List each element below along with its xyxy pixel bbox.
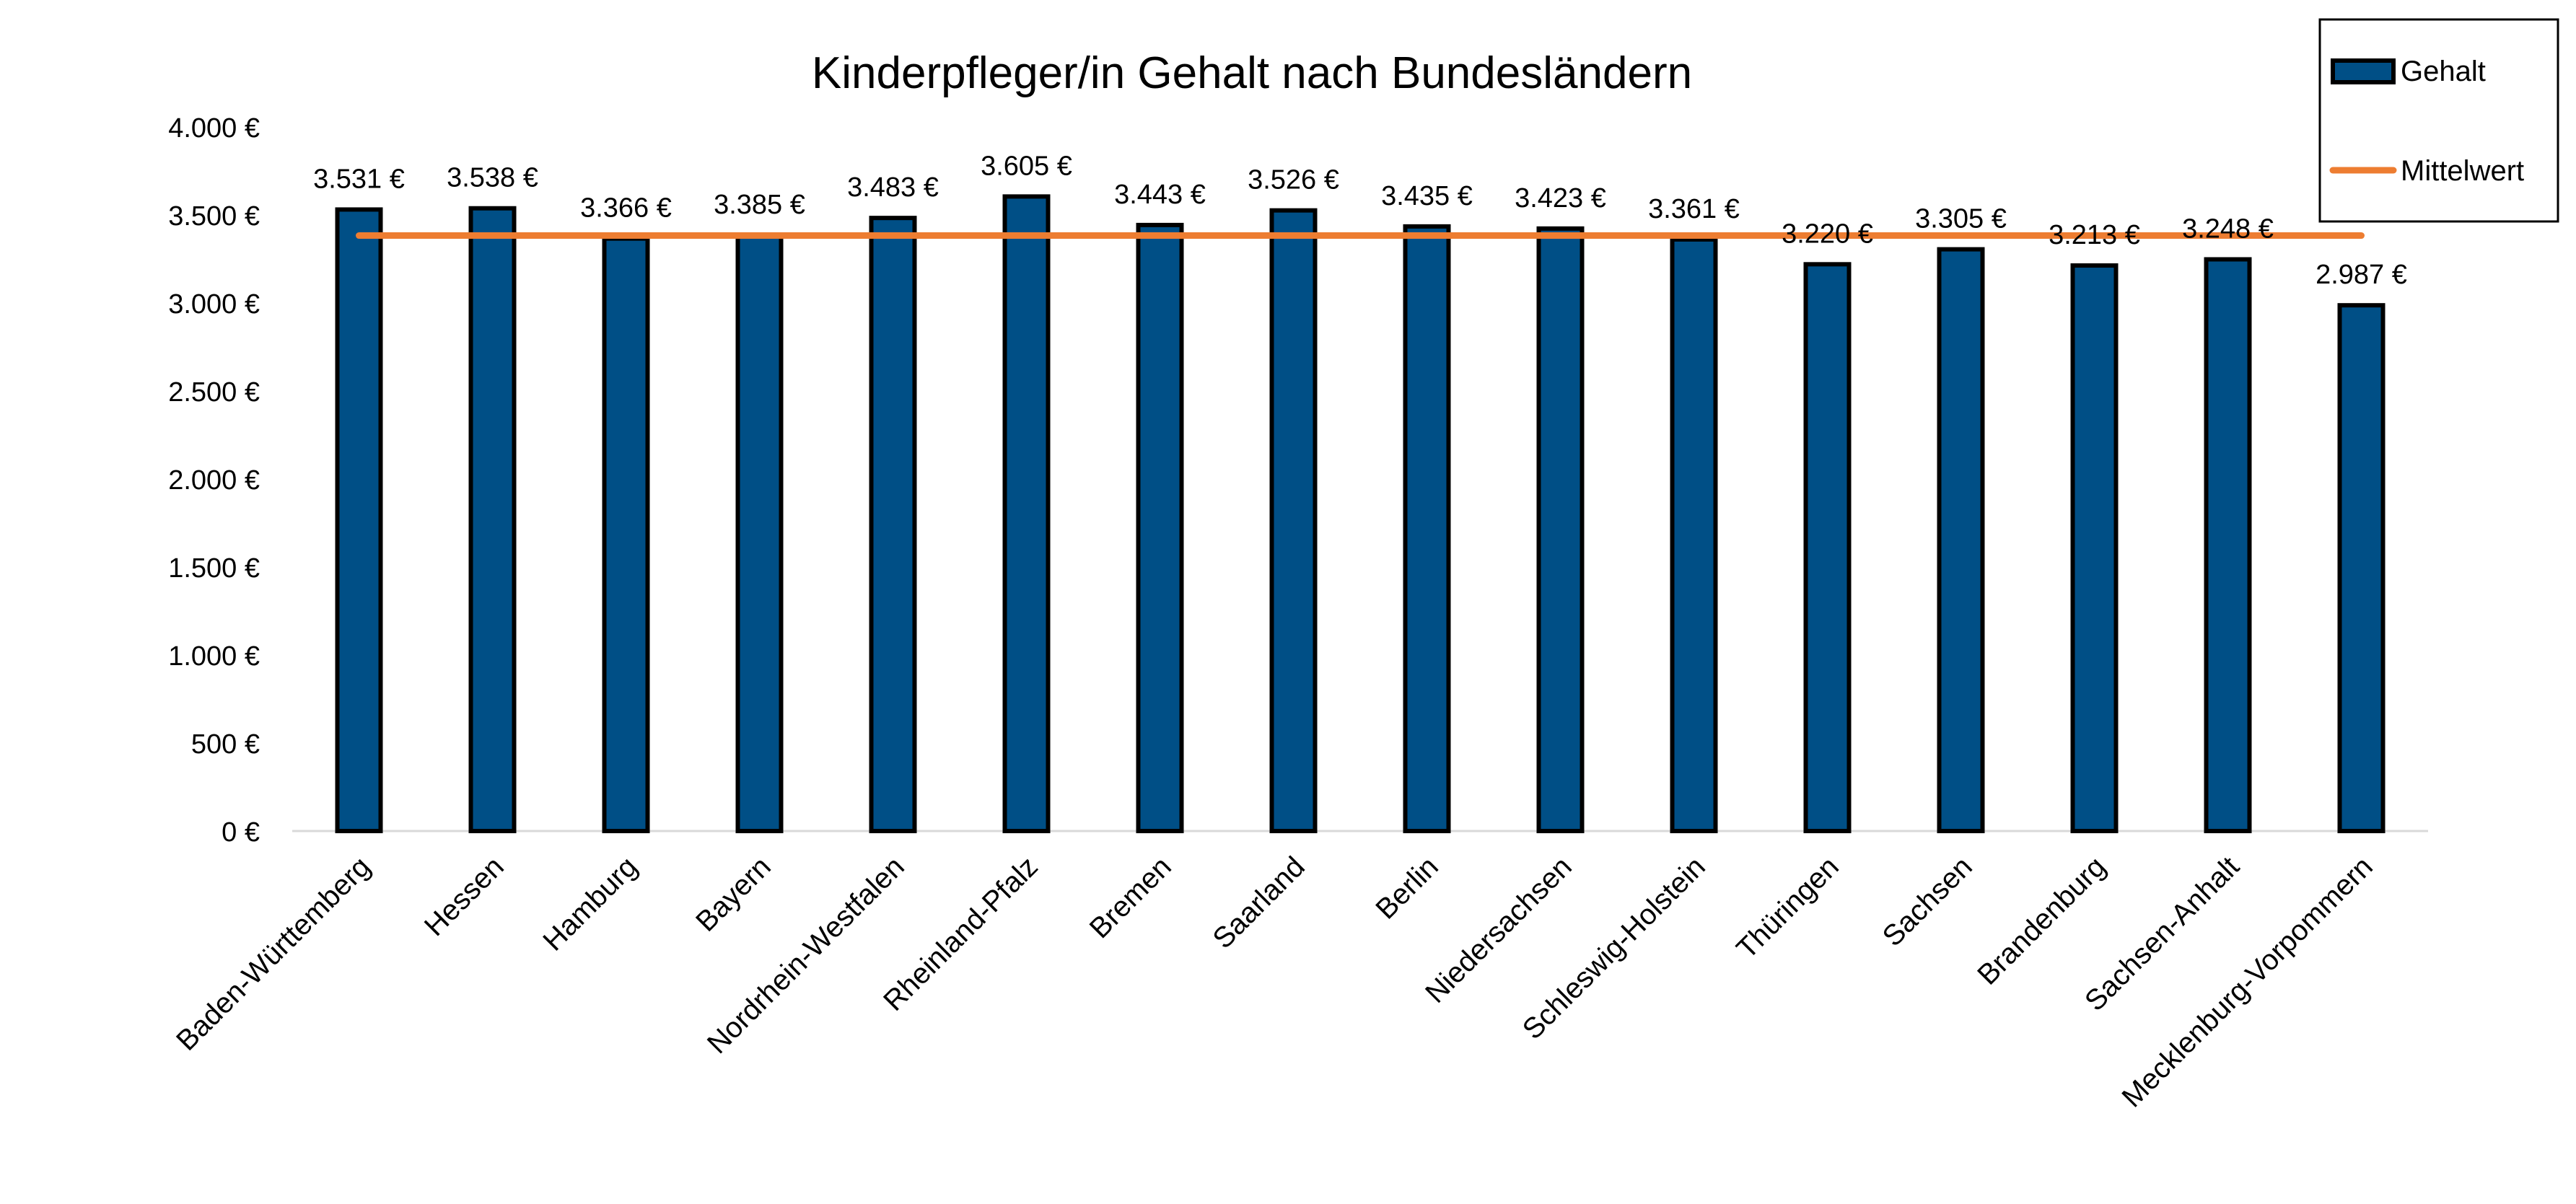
bar-value-label: 3.248 € <box>2182 214 2274 244</box>
y-tick-label: 1.000 € <box>168 641 260 672</box>
y-tick-label: 3.000 € <box>168 289 260 320</box>
bar-value-label: 3.526 € <box>1248 165 1339 195</box>
bar-value-label: 3.385 € <box>714 190 805 220</box>
bar <box>602 236 650 834</box>
bar <box>1269 208 1318 833</box>
bar <box>335 207 383 834</box>
bar-value-label: 3.213 € <box>2049 220 2140 250</box>
bar <box>1937 247 1985 833</box>
bar-series <box>335 194 2386 834</box>
bar <box>1403 224 1451 833</box>
bar-value-label: 3.220 € <box>1782 219 1873 249</box>
y-tick-label: 0 € <box>222 817 260 848</box>
bar-value-label: 3.423 € <box>1515 183 1606 214</box>
bar <box>869 216 917 833</box>
bar <box>2204 257 2252 834</box>
bar <box>2337 303 2386 833</box>
bar-value-label: 3.443 € <box>1114 180 1206 210</box>
bar-value-label: 3.538 € <box>447 163 538 193</box>
data-labels: 3.531 € 3.538 € 3.366 € 3.385 € 3.483 € 3.605… <box>313 151 2407 290</box>
bar-value-label: 2.987 € <box>2316 260 2407 290</box>
chart-title: Kinderpfleger/in Gehalt nach Bundeslände… <box>812 48 1692 98</box>
y-tick-label: 500 € <box>191 729 260 760</box>
bar <box>1536 226 1585 833</box>
bar-value-label: 3.605 € <box>981 151 1072 181</box>
y-tick-label: 2.500 € <box>168 377 260 408</box>
bar <box>1803 262 1852 833</box>
y-tick-label: 1.500 € <box>168 553 260 584</box>
bar <box>1670 237 1718 833</box>
legend-swatch-bar <box>2331 58 2396 84</box>
bar <box>1136 222 1184 833</box>
legend-box <box>2318 18 2559 223</box>
bar-value-label: 3.366 € <box>580 193 672 224</box>
bar <box>1002 194 1051 833</box>
bar <box>468 206 517 833</box>
y-tick-label: 3.500 € <box>168 201 260 232</box>
bar <box>735 233 784 833</box>
legend: Gehalt Mittelwert <box>2318 18 2559 223</box>
bar-value-label: 3.305 € <box>1915 204 2007 234</box>
bar-value-label: 3.361 € <box>1648 194 1740 224</box>
bar-value-label: 3.531 € <box>313 164 405 194</box>
y-tick-label: 4.000 € <box>168 113 260 144</box>
y-tick-label: 2.000 € <box>168 465 260 496</box>
bar-value-label: 3.435 € <box>1381 181 1473 211</box>
bar <box>2070 263 2119 833</box>
bar-value-label: 3.483 € <box>847 172 939 203</box>
legend-label-gehalt: Gehalt <box>2401 56 2486 87</box>
legend-label-mittelwert: Mittelwert <box>2401 155 2524 187</box>
